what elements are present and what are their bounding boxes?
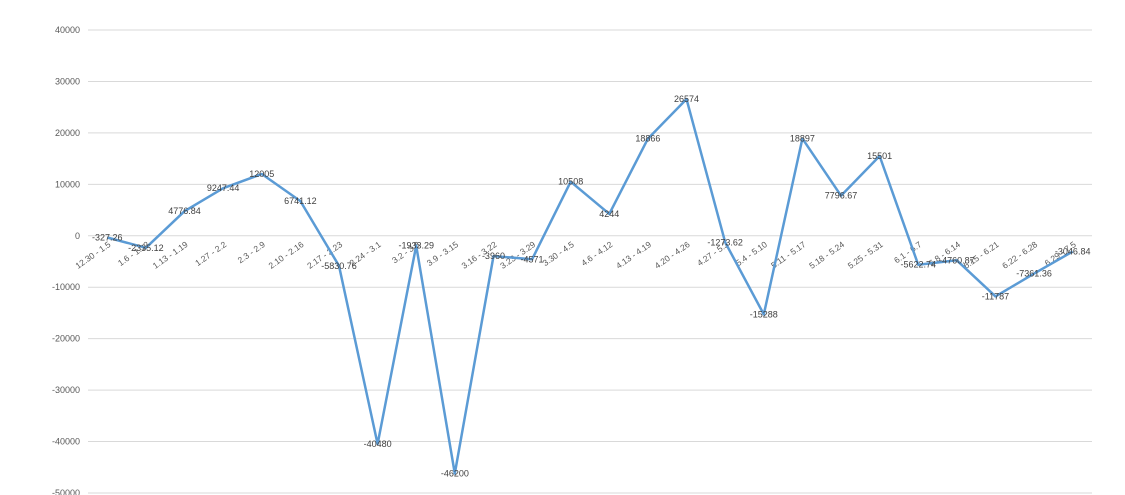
data-label: 6741.12 (284, 196, 317, 206)
data-label: 4244 (599, 209, 619, 219)
x-tick-label: 4.6 - 4.12 (579, 239, 614, 268)
y-tick-label: -10000 (52, 282, 80, 292)
x-tick-label: 2.10 - 2.16 (267, 239, 306, 271)
data-label: -15288 (750, 309, 778, 319)
x-tick-label: 2.3 - 2.9 (236, 239, 268, 265)
y-axis: 40000 30000 20000 10000 0 -10000 -20000 -30000 -… (52, 25, 80, 495)
data-label: -1273.62 (707, 237, 743, 247)
data-label: 26574 (674, 94, 699, 104)
data-label: -1933.29 (398, 241, 434, 251)
data-label: -40480 (364, 439, 392, 449)
x-tick-label: 3.30 - 4.5 (541, 239, 576, 268)
y-tick-label: 40000 (55, 25, 80, 35)
data-label: 7796.67 (825, 191, 858, 201)
data-label: -46200 (441, 468, 469, 478)
y-tick-label: 20000 (55, 128, 80, 138)
data-label: -4760.87 (939, 255, 975, 265)
x-tick-label: 5.18 - 5.24 (807, 239, 846, 271)
data-label: 9247.44 (207, 183, 240, 193)
data-label: 18866 (635, 134, 660, 144)
data-label: 18897 (790, 134, 815, 144)
x-tick-label: 4.13 - 4.19 (614, 239, 653, 271)
data-label: -3960 (482, 251, 505, 261)
data-label: -327.26 (92, 232, 123, 242)
data-label: 15501 (867, 151, 892, 161)
x-tick-label: 1.27 - 2.2 (193, 239, 228, 268)
data-label: -11787 (982, 291, 1009, 301)
data-label: -7361.36 (1016, 269, 1052, 279)
data-label-layer: -327.26 -2335.12 4776.84 9247.44 12005 6741.1… (92, 94, 1090, 478)
data-label: -2335.12 (128, 243, 164, 253)
y-tick-label: -30000 (52, 385, 80, 395)
data-label: 12005 (249, 169, 274, 179)
y-tick-label: -50000 (52, 488, 80, 495)
series-line (106, 97, 1074, 475)
x-tick-label: 6.22 - 6.28 (1000, 239, 1039, 271)
series-layer (106, 97, 1074, 475)
x-tick-label: 12.30 - 1.5 (73, 239, 112, 271)
x-tick-label: 4.20 - 4.26 (653, 239, 692, 271)
data-label: -5830.76 (321, 261, 357, 271)
data-label: -4571 (521, 254, 544, 264)
data-label: -3046.84 (1055, 246, 1091, 256)
y-tick-label: 0 (75, 231, 80, 241)
data-label: 10508 (558, 177, 583, 187)
data-label: -5622.74 (900, 260, 936, 270)
y-tick-label: -40000 (52, 437, 80, 447)
x-tick-label: 5.25 - 5.31 (846, 239, 885, 271)
y-tick-label: 30000 (55, 76, 80, 86)
grid-layer (88, 29, 1092, 494)
y-tick-label: -20000 (52, 334, 80, 344)
data-label: 4776.84 (168, 206, 201, 216)
y-tick-label: 10000 (55, 179, 80, 189)
